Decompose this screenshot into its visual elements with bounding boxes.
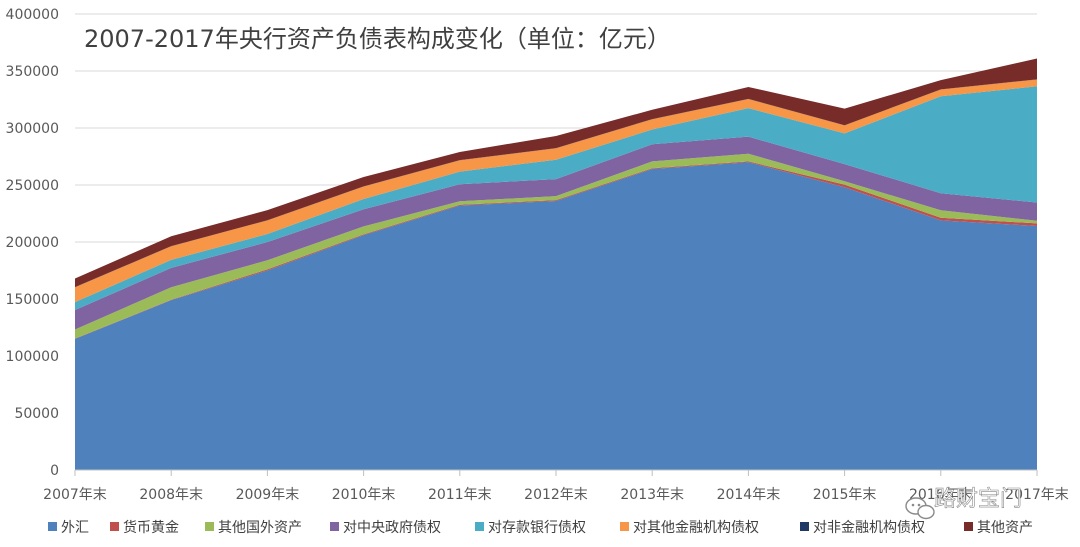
x-tick-label: 2007年末: [43, 487, 107, 503]
x-tick-label: 2010年末: [332, 487, 396, 503]
legend: 外汇 货币黄金 其他国外资产 对中央政府债权 对存款银行债权 对其他金融机构债权 对非金融机…: [48, 519, 1033, 536]
legend-item-4: 对存款银行债权: [475, 520, 586, 536]
y-tick-label: 400000: [6, 7, 59, 23]
axes: [74, 469, 1038, 476]
y-tick-label: 150000: [6, 292, 59, 308]
area-series-0: [75, 162, 1037, 470]
x-tick-label: 2013年末: [620, 487, 684, 503]
wechat-icon: [905, 497, 935, 520]
legend-swatch: [800, 522, 809, 531]
x-tick-label: 2015年末: [813, 487, 877, 503]
legend-label: 对非金融机构债权: [813, 520, 925, 536]
legend-label: 其他资产: [977, 520, 1033, 536]
y-tick-label: 50000: [14, 406, 59, 422]
area-series-4: [75, 86, 1037, 311]
watermark: 路财宝门: [905, 487, 1022, 520]
y-tick-label: 300000: [6, 121, 59, 137]
legend-label: 外汇: [61, 520, 89, 536]
legend-item-6: 对非金融机构债权: [800, 520, 925, 536]
legend-swatch: [964, 522, 973, 531]
legend-label: 对中央政府债权: [343, 520, 441, 536]
area-series-7: [75, 58, 1037, 288]
legend-item-1: 货币黄金: [110, 519, 179, 536]
legend-item-0: 外汇: [48, 520, 89, 536]
legend-label: 对存款银行债权: [488, 520, 586, 536]
x-tick-label: 2009年末: [236, 487, 300, 503]
y-tick-label: 200000: [6, 235, 59, 251]
legend-item-7: 其他资产: [964, 520, 1033, 536]
legend-item-3: 对中央政府债权: [330, 520, 441, 536]
legend-item-2: 其他国外资产: [205, 520, 302, 536]
y-tick-labels: 0 50000 100000 150000 200000 250000 300000 3500…: [6, 7, 59, 479]
legend-swatch: [330, 522, 339, 531]
series-areas: [75, 58, 1037, 470]
x-tick-label: 2014年末: [717, 487, 781, 503]
y-tick-label: 100000: [6, 349, 59, 365]
y-tick-label: 350000: [6, 64, 59, 80]
legend-item-5: 对其他金融机构债权: [620, 520, 759, 536]
x-tick-label: 2017年末: [1005, 487, 1069, 503]
x-tick-labels: 2007年末 2008年末 2009年末 2010年末 2011年末 2012年末 2013…: [43, 487, 1069, 503]
watermark-text: 路财宝门: [934, 487, 1022, 512]
y-tick-label: 250000: [6, 178, 59, 194]
chart-title: 2007-2017年央行资产负债表构成变化（单位：亿元）: [84, 25, 671, 53]
y-tick-label: 0: [50, 463, 59, 479]
legend-swatch: [110, 522, 119, 531]
legend-swatch: [475, 522, 484, 531]
legend-swatch: [48, 522, 57, 531]
legend-swatch: [620, 522, 629, 531]
x-tick-label: 2008年末: [139, 487, 203, 503]
legend-swatch: [205, 522, 214, 531]
legend-label: 其他国外资产: [218, 520, 302, 536]
legend-label: 货币黄金: [123, 519, 179, 536]
x-tick-label: 2011年末: [428, 487, 492, 503]
x-tick-label: 2016年末: [909, 487, 973, 503]
legend-label: 对其他金融机构债权: [633, 520, 759, 536]
x-tick-label: 2012年末: [524, 487, 588, 503]
